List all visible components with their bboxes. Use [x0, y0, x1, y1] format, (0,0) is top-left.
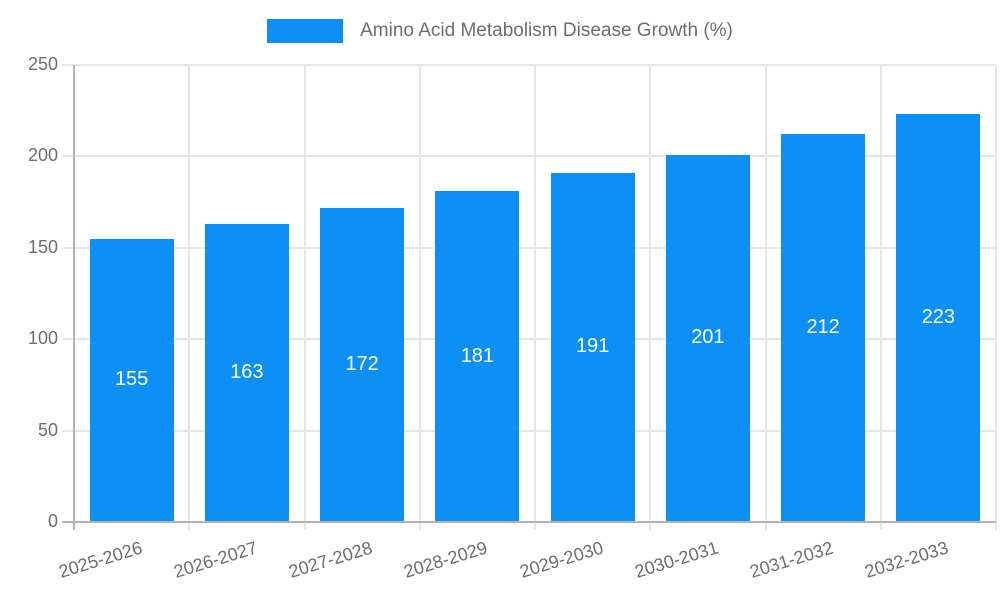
y-axis-tick: [62, 338, 74, 341]
y-tick-label: 100: [27, 328, 58, 349]
gridline-vertical: [534, 65, 536, 530]
y-tick-label: 150: [27, 236, 58, 257]
y-tick-label: 200: [27, 145, 58, 166]
gridline-vertical: [418, 65, 421, 530]
bar[interactable]: [89, 238, 174, 522]
bar[interactable]: [320, 207, 405, 522]
x-axis-line: [62, 521, 996, 523]
bar-value-label: 212: [806, 316, 840, 339]
gridline-vertical: [188, 65, 191, 530]
chart-legend[interactable]: Amino Acid Metabolism Disease Growth (%): [0, 16, 1000, 46]
gridline-vertical: [649, 65, 652, 530]
bar-value-label: 201: [691, 326, 725, 349]
bar-value-label: 163: [230, 361, 264, 384]
y-tick-label: 0: [47, 511, 58, 531]
y-axis-tick: [62, 246, 74, 249]
legend-swatch[interactable]: [267, 19, 344, 43]
legend-label: Amino Acid Metabolism Disease Growth (%): [360, 20, 733, 41]
bar-value-label: 172: [345, 352, 379, 375]
gridline-vertical: [879, 65, 882, 530]
y-axis-line: [73, 65, 75, 530]
y-tick-label: 250: [27, 54, 58, 74]
y-axis-tick: [62, 429, 74, 432]
bar[interactable]: [435, 191, 520, 522]
bar[interactable]: [896, 114, 981, 522]
y-tick-label: 50: [37, 419, 58, 440]
gridline-vertical: [764, 65, 767, 530]
bar-value-label: 181: [460, 344, 495, 367]
y-axis-tick: [62, 155, 74, 158]
bar[interactable]: [665, 154, 750, 522]
gridline-vertical: [995, 65, 997, 530]
gridline-vertical: [303, 65, 306, 530]
bar-value-label: 155: [114, 368, 149, 391]
y-axis-tick: [62, 64, 74, 66]
plot-area: 155 163 172 181 191 201 212 223: [62, 64, 997, 530]
bar[interactable]: [550, 172, 635, 522]
bar-value-label: 191: [575, 335, 610, 358]
bar-value-label: 223: [921, 306, 956, 329]
bar[interactable]: [204, 224, 289, 522]
bar[interactable]: [781, 134, 866, 522]
